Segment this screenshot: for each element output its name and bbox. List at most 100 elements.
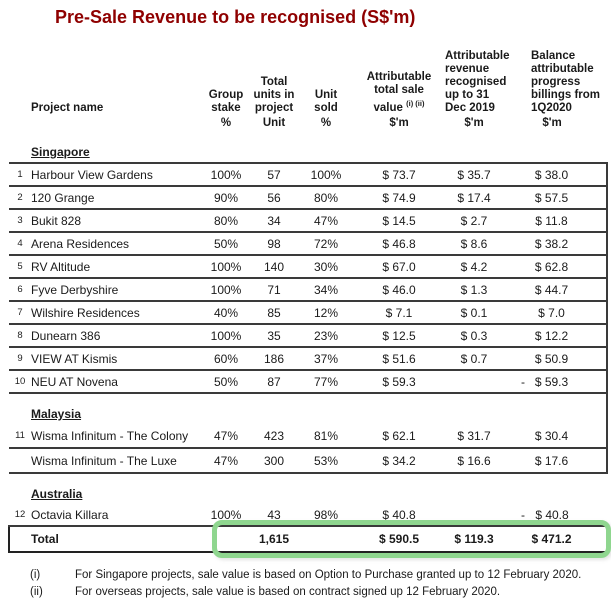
section-cell: Malaysia [31,393,608,424]
section-label: Singapore [31,145,90,159]
group-stake-cell: 100% [203,163,249,187]
unit-label-sale: $'m [389,117,409,129]
revenue-recognised-cell: $ 4.2 [445,255,531,279]
row-number: 3 [9,209,31,233]
unit-label-revenue: $'m [464,117,484,129]
table-row: 1 Harbour View Gardens 100% 57 100% $ 73.7 $ 3… [9,163,608,187]
total-units-cell: 57 [249,163,299,187]
group-stake-cell: 100% [203,324,249,348]
footnote-reference: (i) (ii) [406,99,425,109]
unit-sold-cell: 98% [299,504,353,527]
project-name-cell: Wilshire Residences [31,301,203,325]
row-number: 11 [9,424,31,449]
balance-billings-cell: $ 57.5 [531,186,608,210]
unit-sold-cell: 12% [299,301,353,325]
table-row: 4 Arena Residences 50% 98 72% $ 46.8 $ 8.6 $ 38… [9,232,608,256]
group-stake-cell: 50% [203,232,249,256]
revenue-recognised-cell: $ 0.1 [445,301,531,325]
total-units-cell: 186 [249,347,299,371]
footnotes: (i) For Singapore projects, sale value i… [30,569,611,598]
revenue-recognised-cell: - [445,370,531,394]
balance-billings-cell: $ 12.2 [531,324,608,348]
group-stake-cell: 60% [203,347,249,371]
sale-value-cell: $ 73.7 [353,163,445,187]
group-stake-cell: 100% [203,278,249,302]
total-units-cell: 56 [249,186,299,210]
table-row: 8 Dunearn 386 100% 35 23% $ 12.5 $ 0.3 $ 12.2 [9,324,608,348]
group-stake-cell: 50% [203,370,249,394]
total-units-cell: 35 [249,324,299,348]
revenue-recognised-cell: - [445,504,531,527]
row-number: 8 [9,324,31,348]
revenue-recognised-cell: $ 31.7 [445,424,531,449]
group-stake-cell: 90% [203,186,249,210]
col-header-unit-sold: Unit sold [314,89,338,114]
total-units-cell: 43 [249,504,299,527]
row-number: 2 [9,186,31,210]
total-units: 1,615 [249,525,299,553]
row-number: 5 [9,255,31,279]
project-name-cell: Wisma Infinitum - The Colony [31,424,203,449]
table-row: Wisma Infinitum - The Luxe 47% 300 53% $ 34.… [9,448,608,474]
project-name-cell: Fyve Derbyshire [31,278,203,302]
slide: Pre-Sale Revenue to be recognised (S$'m)… [0,7,611,598]
row-number: 4 [9,232,31,256]
total-units-cell: 87 [249,370,299,394]
table-row: 5 RV Altitude 100% 140 30% $ 67.0 $ 4.2 $ 62.8 [9,255,608,279]
sale-value-cell: $ 46.0 [353,278,445,302]
row-number [9,448,31,474]
group-stake-cell: 47% [203,424,249,449]
total-units-cell: 71 [249,278,299,302]
revenue-recognised-cell: $ 16.6 [445,448,531,474]
project-name-cell: NEU AT Novena [31,370,203,394]
section-label: Malaysia [31,407,82,421]
revenue-recognised-cell: $ 35.7 [445,163,531,187]
section-cell: Australia [31,473,607,504]
total-row: Total 1,615 $ 590.5 $ 119.3 $ 471.2 [8,525,608,553]
col-header-total-units: Total units in project [253,76,295,114]
sale-value-cell: $ 40.8 [353,504,445,527]
row-number: 6 [9,278,31,302]
footnote-i: (i) For Singapore projects, sale value i… [30,569,611,581]
footnote-i-marker: (i) [30,569,41,581]
total-units-cell: 300 [249,448,299,474]
sale-value-cell: $ 12.5 [353,324,445,348]
table-row: 3 Bukit 828 80% 34 47% $ 14.5 $ 2.7 $ 11.8 [9,209,608,233]
revenue-recognised-cell: $ 2.7 [445,209,531,233]
balance-billings-cell: $ 40.8 [531,504,607,527]
unit-sold-cell: 30% [299,255,353,279]
sale-value-cell: $ 62.1 [353,424,445,449]
unit-sold-cell: 80% [299,186,353,210]
col-header-row-number [9,37,31,116]
presale-revenue-table: Project name Group stake Total units in … [8,37,611,558]
sale-value-cell: $ 14.5 [353,209,445,233]
col-header-balance-billings: Balance attributable progress billings f… [531,50,600,114]
project-name-cell: RV Altitude [31,255,203,279]
group-stake-cell: 40% [203,301,249,325]
unit-sold-cell: 77% [299,370,353,394]
balance-billings-cell: $ 59.3 [531,370,608,394]
units-row: % Unit % $'m $'m $'m [9,116,607,135]
table-row: 12 Octavia Killara 100% 43 98% $ 40.8- $ 40.8 [9,504,607,527]
sale-value-cell: $ 67.0 [353,255,445,279]
row-number: 12 [9,504,31,527]
group-stake-cell: 80% [203,209,249,233]
total-label: Total [31,525,203,553]
unit-sold-cell: 81% [299,424,353,449]
balance-billings-cell: $ 62.8 [531,255,608,279]
total-units-cell: 98 [249,232,299,256]
table-row: 9 VIEW AT Kismis 60% 186 37% $ 51.6 $ 0.7 $ 50.… [9,347,608,371]
project-name-cell: Bukit 828 [31,209,203,233]
section-row: Malaysia [9,393,608,424]
group-stake-cell: 100% [203,255,249,279]
footnote-i-text: For Singapore projects, sale value is ba… [75,569,582,581]
unit-label-sold: % [320,117,332,129]
section-label: Australia [31,487,83,501]
project-name-cell: Dunearn 386 [31,324,203,348]
table-row: 10 NEU AT Novena 50% 87 77% $ 59.3- $ 59.3 [9,370,608,394]
sale-value-cell: $ 59.3 [353,370,445,394]
balance-billings-cell: $ 50.9 [531,347,608,371]
project-name-cell: Octavia Killara [31,504,203,527]
balance-billings-cell: $ 44.7 [531,278,608,302]
table-row: 7 Wilshire Residences 40% 85 12% $ 7.1 $ 0.1 $ … [9,301,608,325]
